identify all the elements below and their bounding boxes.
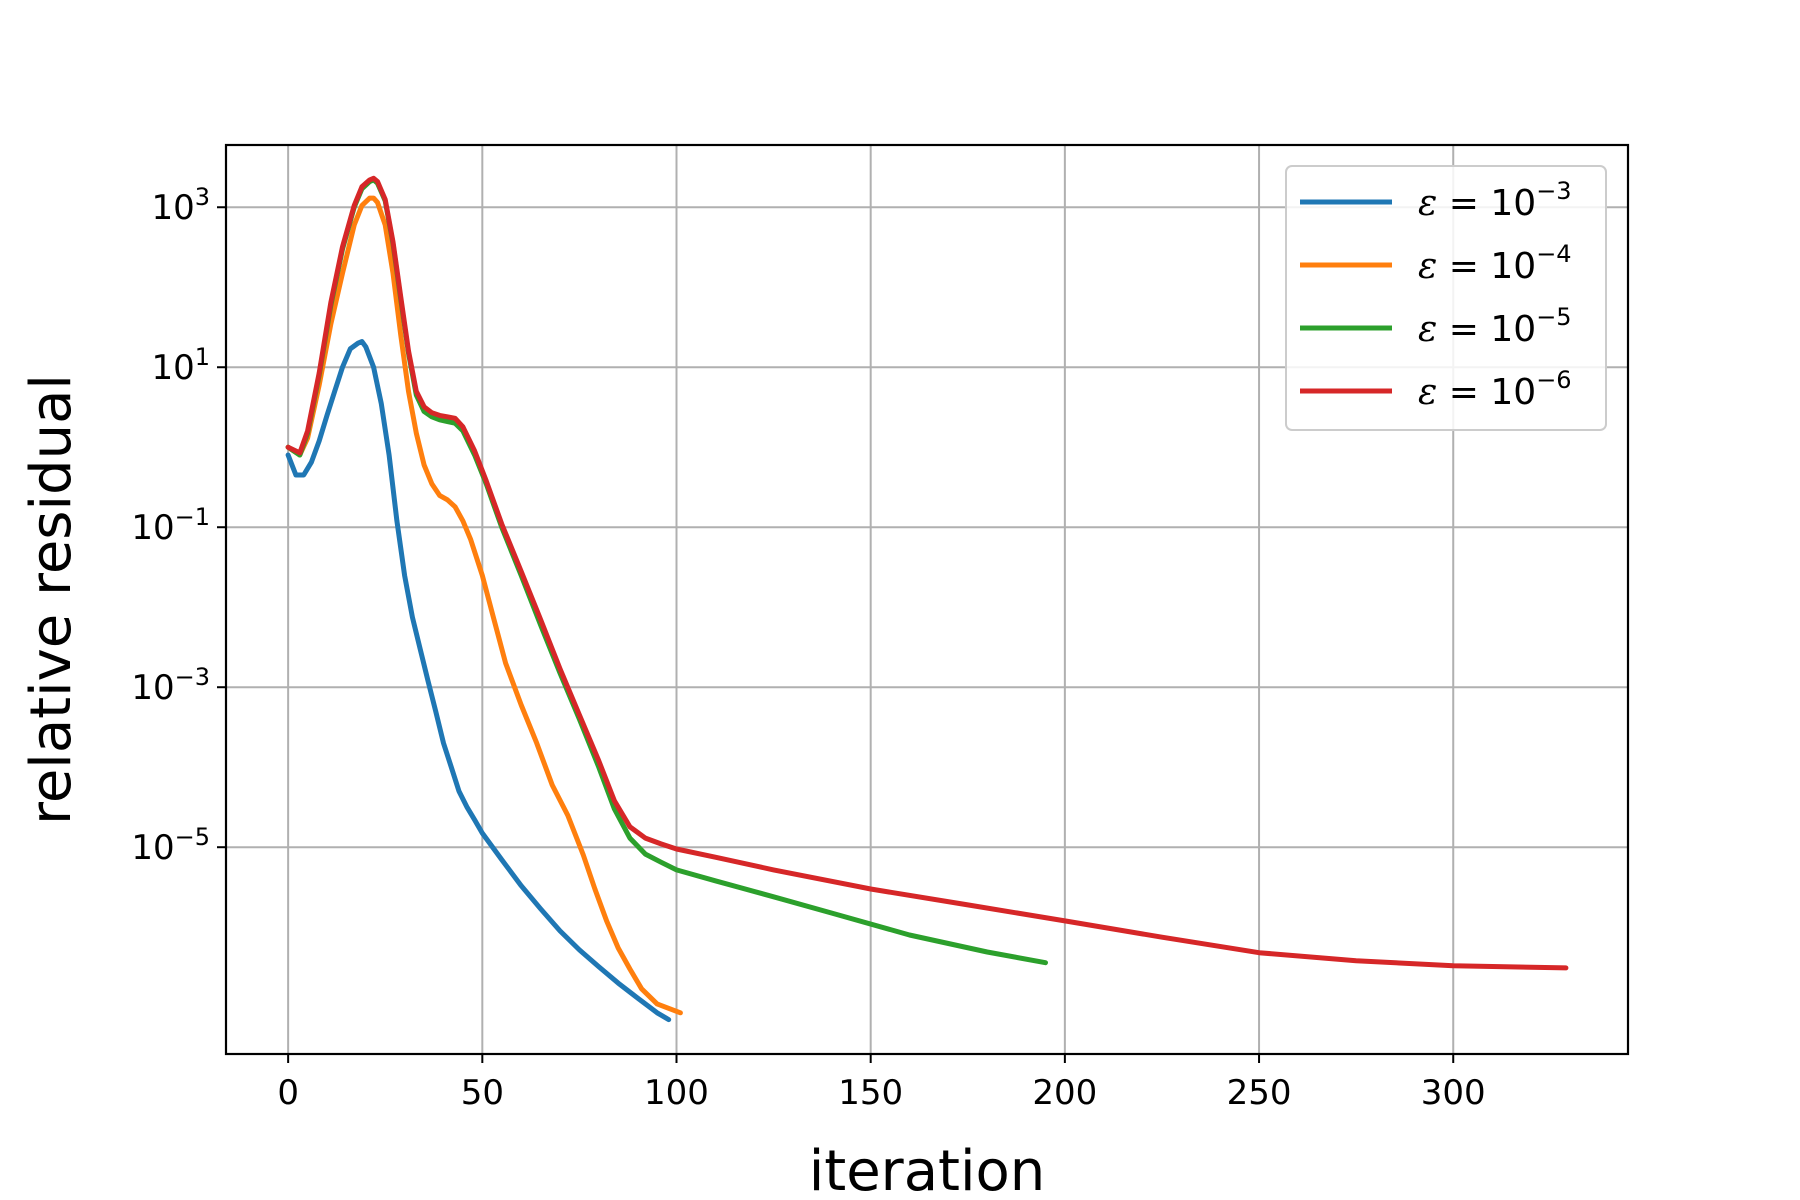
x-tick-label: 50	[461, 1073, 504, 1113]
y-tick-label: 103	[151, 183, 210, 228]
y-tick-exponent: −3	[175, 663, 210, 691]
x-axis-label: iteration	[809, 1139, 1046, 1200]
x-tick-label: 200	[1032, 1073, 1097, 1113]
y-tick-label: 10−5	[131, 823, 210, 868]
y-tick-exponent: −1	[175, 503, 210, 531]
y-tick-label: 101	[151, 343, 210, 388]
legend-label: ε = 10−6	[1418, 366, 1572, 413]
grid	[226, 145, 1628, 1054]
y-tick-base: 10	[151, 348, 194, 388]
legend-label: ε = 10−5	[1418, 303, 1572, 350]
x-tick-label: 250	[1227, 1073, 1292, 1113]
y-tick-label: 10−1	[131, 503, 210, 548]
y-tick-base: 10	[151, 188, 194, 228]
legend-equation: = 10	[1437, 372, 1536, 413]
legend-label: ε = 10−4	[1418, 240, 1572, 287]
y-tick-base: 10	[131, 828, 174, 868]
series-line-4	[285, 175, 1569, 971]
legend: ε = 10−3ε = 10−4ε = 10−5ε = 10−6	[1285, 165, 1607, 431]
legend-exponent: −3	[1536, 177, 1571, 205]
legend-exponent: −4	[1536, 240, 1571, 268]
legend-equation: = 10	[1437, 246, 1536, 287]
series-line-2	[285, 195, 683, 1016]
x-tick-label: 0	[277, 1073, 299, 1113]
legend-equation: = 10	[1437, 183, 1536, 224]
y-tick-exponent: 3	[195, 183, 210, 211]
legend-exponent: −5	[1536, 303, 1571, 331]
y-tick-base: 10	[131, 668, 174, 708]
series-layer	[285, 175, 1569, 1023]
legend-box	[1285, 165, 1607, 431]
x-axis: 0 50 100 150 200 250 300	[277, 1054, 1486, 1113]
series-line-1	[285, 339, 672, 1023]
x-tick-label: 300	[1421, 1073, 1486, 1113]
legend-symbol: ε	[1418, 372, 1437, 413]
legend-symbol: ε	[1418, 183, 1437, 224]
legend-equation: = 10	[1437, 309, 1536, 350]
legend-symbol: ε	[1418, 309, 1437, 350]
y-axis-label: relative residual	[19, 374, 84, 825]
legend-symbol: ε	[1418, 246, 1437, 287]
y-tick-exponent: −5	[175, 823, 210, 851]
y-tick-base: 10	[131, 508, 174, 548]
y-tick-exponent: 1	[195, 343, 210, 371]
legend-exponent: −6	[1536, 366, 1571, 394]
legend-label: ε = 10−3	[1418, 177, 1572, 224]
x-tick-label: 150	[838, 1073, 903, 1113]
y-tick-label: 10−3	[131, 663, 210, 708]
x-tick-label: 100	[644, 1073, 709, 1113]
plot-frame	[224, 143, 1630, 1056]
